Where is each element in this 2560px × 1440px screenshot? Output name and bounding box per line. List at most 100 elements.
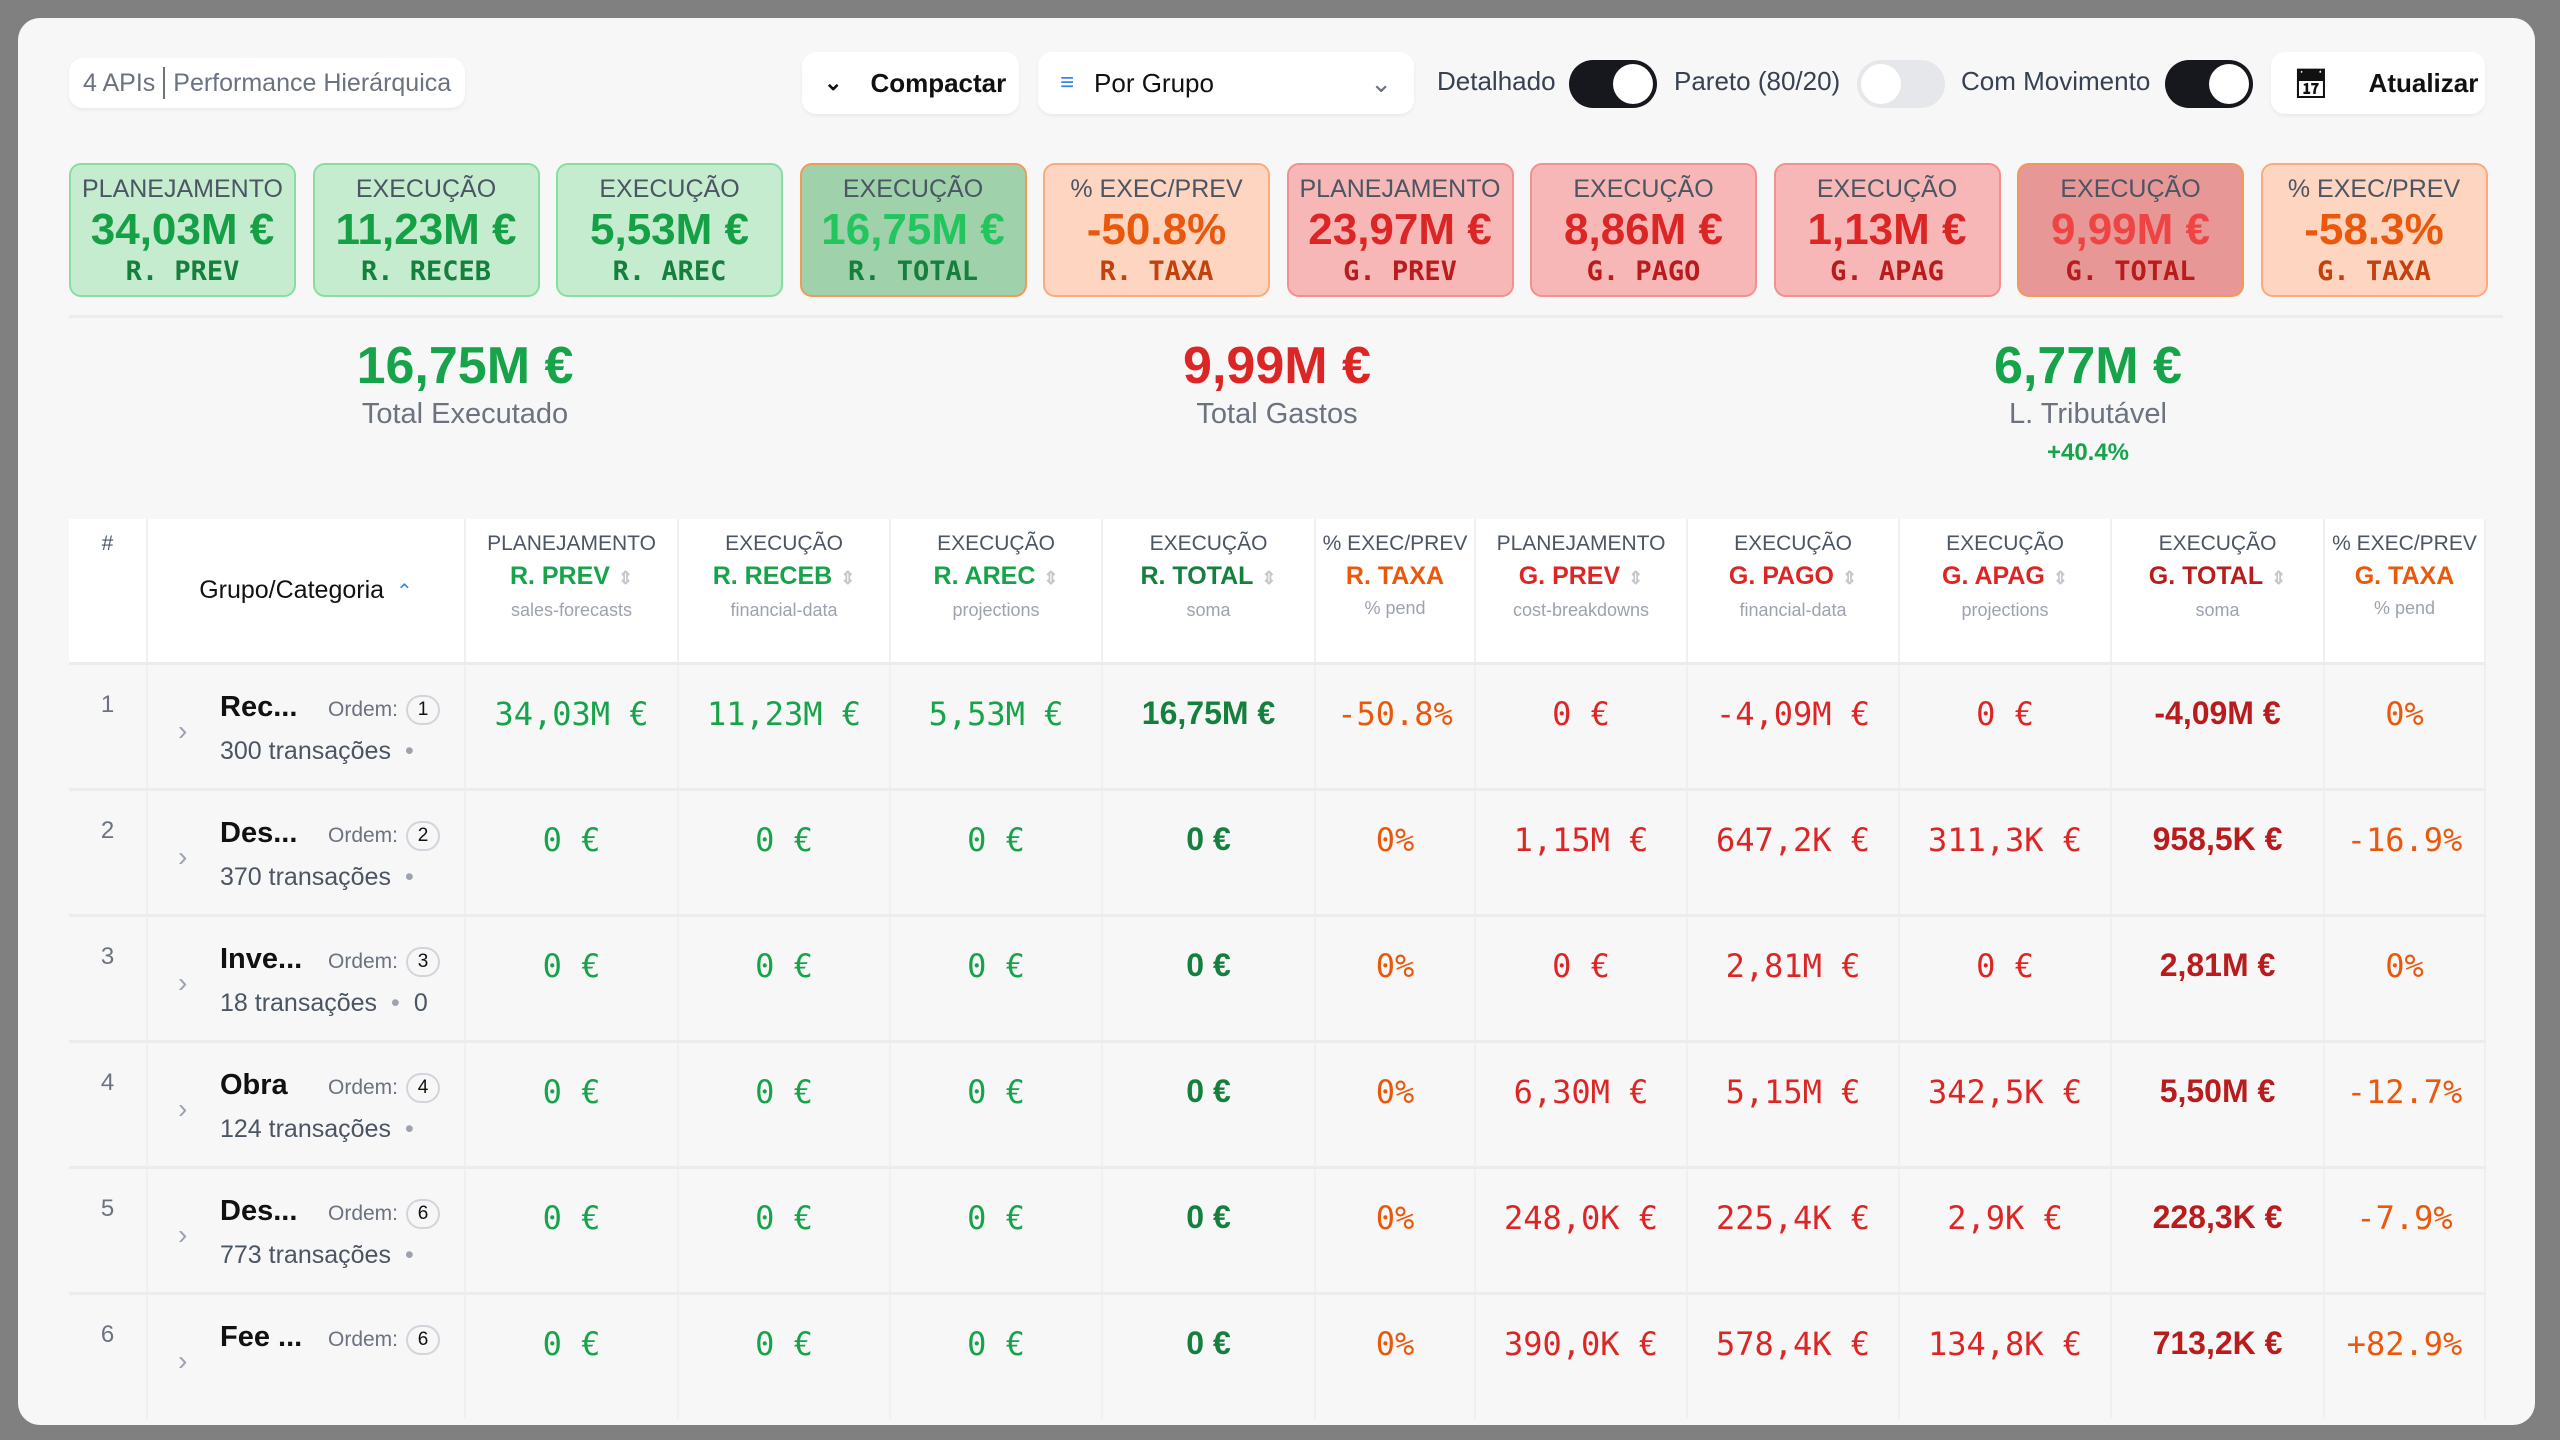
cell-g-prev: 0 €: [1475, 913, 1688, 1041]
cell-g-total: 5,50M €: [2111, 1039, 2325, 1167]
chevron-right-icon[interactable]: ›: [178, 966, 188, 998]
cell-r-total: 0 €: [1102, 787, 1316, 915]
column-header-r-receb[interactable]: EXECUÇÃO R. RECEB ⇕ financial-data: [678, 519, 891, 663]
cell-r-taxa: 0%: [1315, 1165, 1476, 1293]
sort-icon[interactable]: ⇕: [2271, 568, 2287, 588]
order-indicator: Ordem: 6: [328, 1198, 441, 1229]
transaction-text: 124 transações: [220, 1114, 391, 1143]
kpi-key: R. TOTAL: [847, 256, 979, 287]
column-header-g-prev[interactable]: PLANEJAMENTO G. PREV ⇕ cost-breakdowns: [1475, 519, 1688, 663]
column-key-label: G. APAG: [1942, 562, 2045, 590]
cell-r-receb: 11,23M €: [678, 661, 891, 789]
column-header-g-pago[interactable]: EXECUÇÃO G. PAGO ⇕ financial-data: [1687, 519, 1900, 663]
column-key-label: G. TOTAL: [2148, 562, 2264, 590]
sort-icon[interactable]: ⇕: [1043, 568, 1059, 588]
transaction-count: 18 transações • 0: [220, 989, 428, 1018]
pareto-label: Pareto (80/20): [1674, 66, 1841, 96]
row-index: 2: [69, 787, 148, 915]
group-cell: › Des... Ordem: 2 370 transações •: [147, 787, 466, 915]
kpi-label: % EXEC/PREV: [2287, 175, 2461, 203]
kpi-value: 9,99M €: [2051, 205, 2210, 254]
order-badge: 3: [406, 946, 441, 977]
kpi-key: G. PREV: [1343, 256, 1457, 287]
sort-icon[interactable]: ⇕: [840, 568, 856, 588]
sort-icon[interactable]: ⇕: [1842, 568, 1858, 588]
table-row[interactable]: 2 › Des... Ordem: 2 370 transações • 0 €0 €0 €0…: [69, 787, 2486, 915]
kpi-value: 5,53M €: [590, 205, 749, 254]
dot-separator: •: [404, 862, 414, 891]
order-indicator: Ordem: 3: [328, 946, 441, 977]
row-index: 4: [69, 1039, 148, 1167]
column-header-g-total[interactable]: EXECUÇÃO G. TOTAL ⇕ soma: [2111, 519, 2325, 663]
table-row[interactable]: 4 › Obra Ordem: 4 124 transações • 0 €0 €0 €0 €…: [69, 1039, 2486, 1167]
kpi-card: PLANEJAMENTO 23,97M € G. PREV: [1286, 163, 1514, 297]
sort-icon[interactable]: ⇕: [2052, 568, 2068, 588]
kpi-card: % EXEC/PREV -58.3% G. TAXA: [2260, 163, 2488, 297]
sort-icon[interactable]: ⇕: [1261, 568, 1277, 588]
cell-g-pago: 5,15M €: [1687, 1039, 1900, 1167]
movement-toggle[interactable]: [2165, 60, 2253, 108]
cell-r-prev: 0 €: [465, 1291, 679, 1419]
column-key-label: R. TAXA: [1345, 562, 1445, 590]
column-header-r-arec[interactable]: EXECUÇÃO R. AREC ⇕ projections: [890, 519, 1103, 663]
chevron-right-icon[interactable]: ›: [178, 714, 188, 746]
cell-r-taxa: 0%: [1315, 787, 1476, 915]
chevron-right-icon[interactable]: ›: [178, 1218, 188, 1250]
group-select[interactable]: ≡ Por Grupo ⌄: [1038, 52, 1414, 114]
column-group-label: % EXEC/PREV: [1322, 532, 1468, 555]
column-key: R. AREC ⇕: [891, 559, 1101, 595]
sort-icon[interactable]: ⇕: [617, 568, 634, 588]
group-cell: › Des... Ordem: 6 773 transações •: [147, 1165, 466, 1293]
cell-g-apag: 311,3K €: [1899, 787, 2112, 915]
kpi-card: EXECUÇÃO 8,86M € G. PAGO: [1530, 163, 1757, 297]
column-key: G. TOTAL ⇕: [2112, 559, 2323, 595]
chevron-right-icon[interactable]: ›: [178, 1092, 188, 1124]
kpi-value: 34,03M €: [90, 205, 275, 254]
cell-g-pago: -4,09M €: [1687, 661, 1900, 789]
summary-label: Total Gastos: [1196, 398, 1358, 430]
refresh-button[interactable]: 📅︎ Atualizar: [2271, 52, 2485, 114]
cell-r-total: 0 €: [1102, 1165, 1316, 1293]
kpi-card: EXECUÇÃO 5,53M € R. AREC: [556, 163, 783, 297]
group-select-value: Por Grupo: [1094, 67, 1214, 98]
detailed-toggle[interactable]: [1569, 60, 1657, 108]
group-name: Rec...: [220, 690, 298, 723]
group-header[interactable]: Grupo/Categoria ⌃: [147, 519, 466, 663]
kpi-key: R. PREV: [125, 256, 240, 287]
column-group-label: EXECUÇÃO: [2158, 532, 2277, 555]
cell-r-receb: 0 €: [678, 913, 891, 1041]
group-cell: › Inve... Ordem: 3 18 transações • 0: [147, 913, 466, 1041]
extra-value: 0: [413, 988, 428, 1017]
summary-taxable: 6,77M € L. Tributável +40.4%: [1888, 336, 2288, 467]
chevron-right-icon[interactable]: ›: [178, 840, 188, 872]
column-key: G. PAGO ⇕: [1688, 559, 1898, 595]
table-row[interactable]: 3 › Inve... Ordem: 3 18 transações • 0 0 €0 €0 €…: [69, 913, 2486, 1041]
order-indicator: Ordem: 6: [328, 1324, 441, 1355]
kpi-card: EXECUÇÃO 1,13M € G. APAG: [1773, 163, 2001, 297]
compact-button[interactable]: ⌄ Compactar: [802, 52, 1019, 114]
column-header-r-prev[interactable]: PLANEJAMENTO R. PREV ⇕ sales-forecasts: [465, 519, 679, 663]
table-row[interactable]: 1 › Rec... Ordem: 1 300 transações • 34,03M €11…: [69, 661, 2486, 789]
table-row[interactable]: 6 › Fee ... Ordem: 6 0 €0 €0 €0 €0% 390,0K €57…: [69, 1291, 2486, 1419]
toggle-knob: [1613, 64, 1653, 104]
column-key-label: R. AREC: [933, 562, 1036, 590]
dot-separator: •: [404, 736, 414, 765]
column-header-g-apag[interactable]: EXECUÇÃO G. APAG ⇕ projections: [1899, 519, 2112, 663]
column-header-r-total[interactable]: EXECUÇÃO R. TOTAL ⇕ soma: [1102, 519, 1316, 663]
layers-icon: ≡: [1060, 69, 1075, 96]
column-key: R. TAXA: [1316, 559, 1474, 593]
transaction-count: 773 transações •: [220, 1241, 428, 1270]
cell-r-prev: 0 €: [465, 1165, 679, 1293]
column-source: % pend: [1364, 598, 1426, 618]
cell-r-receb: 0 €: [678, 787, 891, 915]
dot-separator: •: [404, 1114, 414, 1143]
column-source: % pend: [2373, 598, 2436, 618]
cell-r-taxa: 0%: [1315, 1291, 1476, 1419]
pareto-toggle[interactable]: [1857, 60, 1945, 108]
cell-g-total: 2,81M €: [2111, 913, 2325, 1041]
chevron-right-icon[interactable]: ›: [178, 1344, 188, 1376]
sort-icon[interactable]: ⇕: [1628, 568, 1644, 588]
table-row[interactable]: 5 › Des... Ordem: 6 773 transações • 0 €0 €0 €0…: [69, 1165, 2486, 1293]
order-label: Ordem:: [328, 697, 399, 721]
column-source: soma: [1186, 600, 1231, 620]
